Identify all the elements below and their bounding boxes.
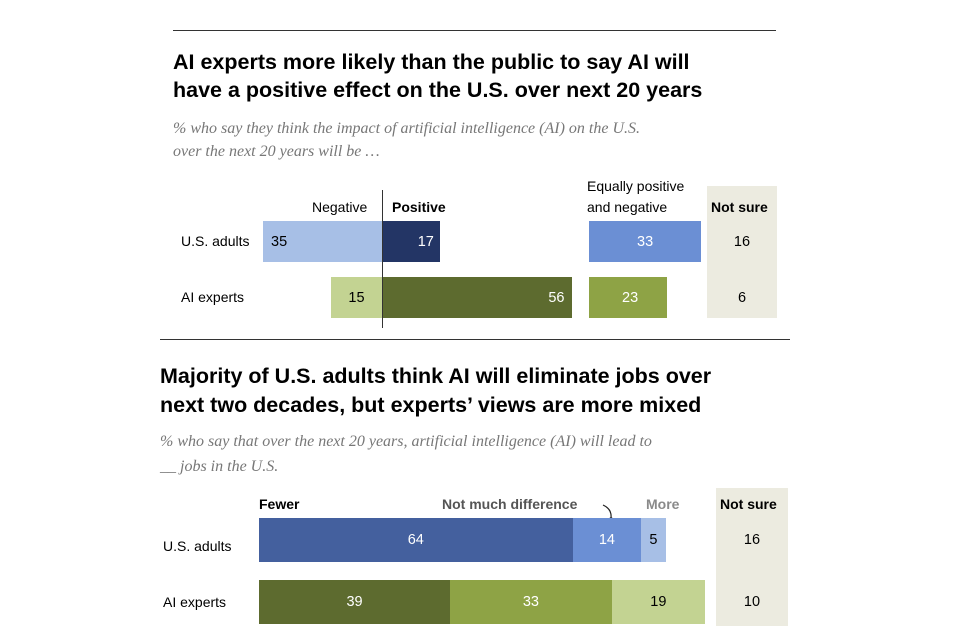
chart2-bar-experts-more bbox=[611, 580, 705, 624]
chart2-bar-adults-not-much-difference bbox=[572, 518, 642, 562]
chart1-header-equal-line1: Equally positive bbox=[587, 178, 685, 194]
chart1-row-label-adults: U.S. adults bbox=[181, 233, 250, 249]
chart2-header-not-much-difference: Not much difference bbox=[442, 496, 578, 512]
chart1-value-adults-negative: 35 bbox=[271, 233, 288, 250]
chart2-subtitle-line2: __ jobs in the U.S. bbox=[160, 458, 279, 475]
chart1-subtitle-line1: % who say they think the impact of artif… bbox=[173, 120, 640, 137]
middle-rule bbox=[160, 339, 790, 340]
chart2-value-adults-not-sure: 16 bbox=[743, 532, 761, 548]
chart1-bar-adults-negative bbox=[263, 221, 382, 262]
chart2-title-line2: next two decades, but experts’ views are… bbox=[160, 393, 702, 417]
chart1-value-experts-positive: 56 bbox=[548, 289, 565, 306]
chart1-bar-experts-positive bbox=[382, 277, 573, 318]
chart2-value-experts-fewer: 39 bbox=[346, 594, 363, 610]
chart1-header-positive: Positive bbox=[392, 199, 446, 215]
chart2-value-experts-not-sure: 10 bbox=[743, 594, 761, 610]
chart2-title-line1: Majority of U.S. adults think AI will el… bbox=[160, 364, 712, 388]
chart2-row-label-adults: U.S. adults bbox=[163, 538, 232, 554]
chart2-bar-adults-fewer bbox=[259, 518, 573, 562]
chart2-value-experts-not-much-difference: 33 bbox=[522, 594, 539, 610]
chart1-header-negative: Negative bbox=[312, 199, 368, 215]
chart2-bar-adults-more bbox=[641, 518, 666, 562]
chart1-value-adults-equal: 33 bbox=[637, 233, 654, 250]
chart1-bar-experts-equal bbox=[589, 277, 668, 318]
chart1-value-experts-not-sure: 6 bbox=[737, 289, 747, 306]
chart1-zero-line bbox=[382, 190, 383, 328]
chart1-title-line1: AI experts more likely than the public t… bbox=[173, 50, 690, 74]
chart2-bar-experts-not-much-difference bbox=[450, 580, 612, 624]
chart1-value-adults-positive: 17 bbox=[417, 233, 434, 250]
chart1-value-experts-equal: 23 bbox=[622, 289, 639, 306]
chart1-bar-experts-negative bbox=[331, 277, 382, 318]
chart2-callout-arrow bbox=[602, 504, 612, 519]
chart2-bar-experts-fewer bbox=[259, 580, 451, 624]
chart1-row-label-experts: AI experts bbox=[181, 289, 245, 305]
chart2-value-adults-not-much-difference: 14 bbox=[598, 532, 615, 548]
chart1-subtitle-line2: over the next 20 years will be … bbox=[173, 143, 380, 160]
chart1-value-experts-negative: 15 bbox=[348, 289, 365, 306]
chart1-bar-adults-positive bbox=[382, 221, 440, 262]
chart2-value-experts-more: 19 bbox=[650, 594, 667, 610]
chart2-header-more: More bbox=[646, 496, 680, 512]
top-rule bbox=[173, 30, 776, 31]
chart1-header-equal-line2: and negative bbox=[587, 199, 668, 215]
chart1-header-not-sure: Not sure bbox=[711, 199, 768, 215]
chart2-value-adults-more: 5 bbox=[649, 532, 658, 548]
chart1-title-line2: have a positive effect on the U.S. over … bbox=[173, 78, 703, 102]
chart2-header-fewer: Fewer bbox=[259, 496, 300, 512]
chart2-subtitle-line1: % who say that over the next 20 years, a… bbox=[160, 433, 652, 450]
chart1-not-sure-panel bbox=[707, 186, 777, 318]
chart2-not-sure-panel bbox=[716, 488, 788, 626]
chart2-value-adults-fewer: 64 bbox=[407, 532, 424, 548]
chart1-bar-adults-equal bbox=[589, 221, 702, 262]
chart2-row-label-experts: AI experts bbox=[163, 594, 227, 610]
chart1-value-adults-not-sure: 16 bbox=[733, 233, 751, 250]
chart2-header-not-sure: Not sure bbox=[720, 496, 777, 512]
